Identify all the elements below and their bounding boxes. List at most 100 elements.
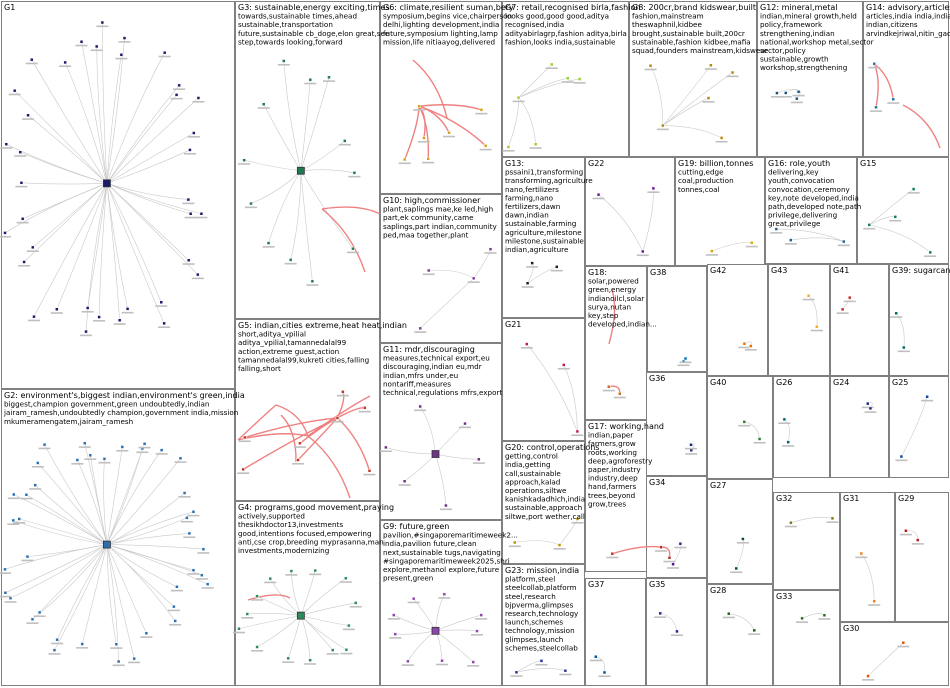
graph-node [286, 656, 290, 661]
edge [37, 462, 108, 545]
edge [21, 182, 107, 185]
graph-node [830, 516, 835, 521]
graph-node [402, 479, 407, 483]
node-label-mark [195, 578, 208, 580]
group-title-g11: G11: mdr,discouraging [383, 345, 475, 354]
graph-node [795, 96, 799, 101]
graph-node [513, 540, 517, 545]
graph-node [618, 391, 622, 396]
group-keyword-line: sector,policy [760, 46, 806, 55]
node-label-mark [899, 533, 912, 536]
graph-node [84, 329, 88, 334]
group-title-g26: G26 [776, 378, 792, 387]
node-label-mark [309, 573, 322, 576]
group-keyword-line: sustainable,farming [505, 219, 576, 228]
graph-node [88, 453, 93, 458]
group-keyword-line: great,privilege [768, 219, 821, 228]
node-label-mark [183, 536, 196, 539]
node-label-mark [559, 673, 572, 676]
edge [56, 544, 108, 640]
node-label-mark [656, 128, 669, 131]
graph-node [806, 293, 811, 298]
graph-node [594, 654, 598, 659]
graph-node [563, 668, 568, 673]
edge [106, 183, 189, 261]
graph-node [741, 537, 745, 541]
graph-node [648, 63, 653, 68]
highlighted-edge [237, 404, 277, 441]
group-keyword-line: #singaporemaritimeweek2025,shri [383, 556, 510, 565]
group-title-g12: G12: mineral,metal [760, 3, 838, 12]
graph-node [774, 227, 779, 231]
graph-node [186, 258, 191, 262]
node-label-mark [770, 232, 783, 234]
graph-node [866, 674, 870, 678]
graph-node [894, 311, 898, 316]
group-keyword-line: national,workshop metal,sector [760, 37, 874, 46]
edge [106, 492, 185, 545]
node-label-mark [467, 665, 480, 667]
edge [642, 188, 654, 252]
graph-node [308, 658, 312, 662]
edge [428, 269, 474, 279]
node-label-mark [520, 347, 533, 349]
group-keyword-line: indian,agriculture [505, 245, 569, 254]
node-label-mark [472, 462, 485, 464]
graph-node [562, 363, 566, 367]
group-keyword-line: falling,short [238, 364, 281, 373]
node-label-mark [553, 548, 566, 550]
node-label-mark [685, 447, 698, 450]
group-keyword-line: workshop,strengthening [760, 63, 847, 72]
graph-node [872, 599, 877, 603]
graph-node [25, 554, 30, 559]
node-label-mark [479, 148, 492, 151]
node-label-mark [870, 110, 883, 112]
graph-node [22, 260, 26, 264]
graph-node [237, 626, 241, 631]
node-label-mark [183, 152, 196, 155]
edge [64, 62, 108, 184]
group-keyword-line: convocation,ceremony [768, 185, 851, 194]
graph-node [351, 246, 355, 251]
graph-node [899, 454, 904, 459]
node-label-mark [50, 312, 63, 314]
node-label-mark [25, 62, 38, 65]
graph-node [42, 442, 47, 447]
node-label-mark [475, 618, 488, 620]
edge [98, 183, 108, 318]
highlighted-edge [280, 414, 297, 463]
group-title-g35: G35 [649, 580, 665, 589]
graph-node [525, 281, 530, 285]
node-label-mark [401, 664, 414, 666]
node-label-mark [726, 75, 739, 78]
node-label-mark [136, 451, 149, 454]
node-label-mark [535, 663, 548, 666]
node-label-mark [436, 663, 449, 666]
graph-node [282, 59, 286, 63]
group-keyword-line: towards,sustainable times,ahead [238, 12, 357, 21]
group-keyword-line: actively,supported [238, 512, 305, 521]
group-keyword-line: adityabirlagrp,fashion aditya,birla [505, 29, 627, 38]
node-label-mark [598, 675, 611, 678]
edge [106, 517, 188, 545]
group-title-g38: G38 [650, 268, 666, 277]
node-label-mark [413, 109, 426, 111]
edge [19, 518, 107, 545]
group-keyword-line: cutting,edge [678, 168, 724, 177]
graph-node [444, 503, 448, 508]
node-label-mark [59, 65, 72, 68]
node-label-mark [895, 459, 908, 462]
graph-edges [4, 22, 941, 677]
hub-node [296, 166, 305, 175]
group-title-g41: G41 [833, 266, 849, 275]
graph-node [94, 44, 99, 49]
edge [13, 520, 107, 545]
group-title-g18: G18: [588, 268, 607, 277]
graph-node [255, 645, 259, 649]
node-label-mark [890, 316, 903, 318]
group-title-g27: G27 [710, 481, 726, 490]
group-keyword-line: milestone,sustainable [505, 236, 584, 245]
node-label-mark [705, 254, 718, 256]
graph-node [330, 648, 335, 652]
